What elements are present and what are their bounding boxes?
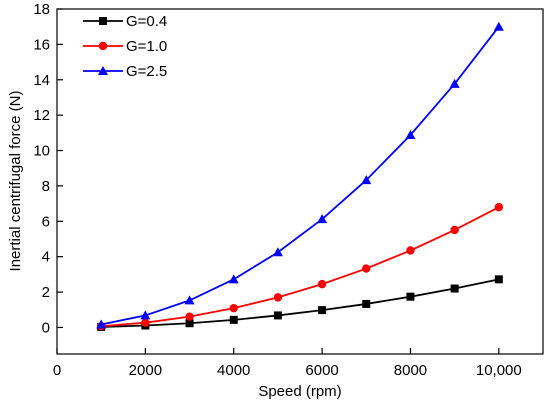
data-point bbox=[449, 78, 460, 88]
y-tick-label: 6 bbox=[42, 213, 50, 230]
data-point bbox=[273, 311, 282, 320]
data-point bbox=[185, 319, 194, 328]
series-G=0.4 bbox=[97, 275, 503, 331]
data-point bbox=[362, 264, 371, 273]
data-point bbox=[273, 293, 283, 302]
series-layer bbox=[96, 21, 504, 331]
series-G=2.5 bbox=[96, 21, 504, 329]
x-tick-label: 6000 bbox=[305, 362, 338, 379]
x-tick-label: 0 bbox=[53, 362, 61, 379]
data-point bbox=[229, 303, 238, 313]
data-point bbox=[141, 318, 150, 327]
legend-label: G=1.0 bbox=[126, 38, 167, 55]
legend-label: G=0.4 bbox=[126, 13, 167, 30]
x-axis-title: Speed (rpm) bbox=[258, 383, 341, 400]
data-point bbox=[318, 306, 327, 315]
data-point bbox=[317, 279, 327, 289]
x-axis-ticks: 0 2000 4000 6000 8000 10,000 bbox=[53, 348, 522, 379]
x-tick-label: 2000 bbox=[129, 362, 162, 379]
y-tick-label: 0 bbox=[42, 319, 50, 336]
data-point bbox=[493, 21, 504, 31]
y-axis-ticks: 0 2 4 6 8 10 12 14 16 18 bbox=[33, 1, 63, 336]
data-point bbox=[406, 292, 415, 301]
data-point bbox=[361, 175, 372, 185]
legend-entry: G=0.4 bbox=[83, 13, 167, 30]
legend-marker bbox=[98, 41, 108, 51]
y-axis-title: Inertial centrifugal force (N) bbox=[7, 91, 24, 272]
y-tick-label: 16 bbox=[33, 36, 50, 53]
y-tick-label: 12 bbox=[33, 107, 50, 124]
series-line bbox=[101, 206, 500, 328]
legend-marker bbox=[99, 17, 107, 25]
x-tick-label: 10,000 bbox=[476, 362, 522, 379]
legend: G=0.4 G=1.0 G=2.5 bbox=[83, 13, 167, 80]
data-point bbox=[228, 274, 239, 284]
data-point bbox=[450, 284, 459, 293]
data-point bbox=[229, 315, 238, 324]
data-point bbox=[184, 295, 195, 305]
y-tick-label: 14 bbox=[33, 72, 50, 89]
data-point bbox=[406, 246, 415, 255]
data-point bbox=[272, 247, 283, 257]
data-point bbox=[362, 299, 371, 308]
y-tick-label: 10 bbox=[33, 143, 50, 160]
legend-label: G=2.5 bbox=[126, 63, 167, 80]
legend-marker bbox=[98, 66, 108, 75]
series-line bbox=[101, 26, 500, 326]
y-tick-label: 2 bbox=[42, 284, 50, 301]
data-point bbox=[494, 202, 504, 212]
legend-entry: G=1.0 bbox=[83, 38, 167, 55]
x-tick-label: 8000 bbox=[394, 362, 427, 379]
plot-frame bbox=[56, 8, 544, 355]
legend-entry: G=2.5 bbox=[83, 63, 167, 80]
series-line bbox=[101, 278, 500, 328]
y-tick-label: 18 bbox=[33, 1, 50, 18]
data-point bbox=[185, 312, 194, 321]
data-point bbox=[494, 275, 503, 284]
data-point bbox=[450, 225, 459, 235]
data-point bbox=[317, 214, 328, 224]
data-point bbox=[96, 319, 107, 329]
data-point bbox=[405, 129, 416, 139]
data-point bbox=[140, 310, 151, 320]
y-tick-label: 8 bbox=[42, 178, 50, 195]
y-tick-label: 4 bbox=[42, 249, 50, 266]
x-tick-label: 4000 bbox=[217, 362, 250, 379]
